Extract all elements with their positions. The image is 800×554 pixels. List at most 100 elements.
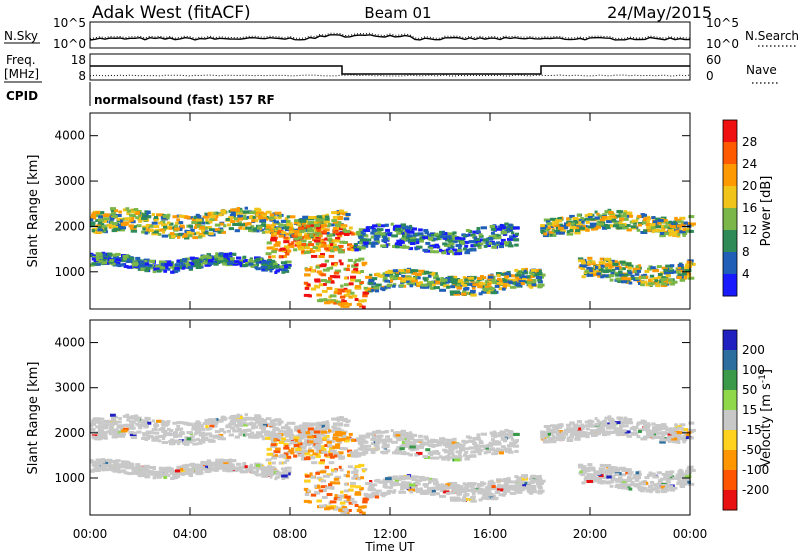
power-echo-cell [450,285,455,289]
power-echo-cell [612,262,619,266]
power-echo-cell [230,220,236,223]
velocity-echo-cell [354,469,359,473]
power-echo-cell [375,272,381,276]
power-echo-cell [278,234,285,238]
velocity-echo-cell [159,435,165,438]
velocity-echo-cell [434,456,440,460]
power-echo-cell [445,280,450,284]
power-echo-cell [643,221,650,225]
velocity-echo-cell [271,466,276,470]
velocity-echo-cell [275,447,281,451]
velocity-echo-cell [214,464,221,468]
velocity-echo-cell [376,434,384,438]
velocity-echo-cell [284,445,289,448]
power-echo-cell [440,235,447,239]
velocity-echo-cell [326,493,333,496]
velocity-echo-cell [178,427,184,431]
power-echo-cell [579,226,585,230]
velocity-echo-cell [360,476,364,480]
velocity-echo-cell [256,435,260,439]
power-echo-cell [278,227,282,231]
velocity-echo-cell [594,417,598,421]
velocity-echo-cell [527,485,533,489]
power-echo-cell [492,234,497,238]
power-echo-cell [539,273,546,277]
power-echo-cell [428,271,433,275]
velocity-echo-cell [102,467,108,471]
power-echo-cell [237,221,242,225]
velocity-echo-cell [202,461,210,465]
power-echo-cell [654,279,659,283]
power-echo-cell [265,260,272,264]
power-echo-cell [426,233,433,237]
power-echo-cell [318,255,325,258]
power-echo-cell [280,261,288,265]
power-echo-cell [429,244,437,248]
power-echo-cell [517,282,521,286]
velocity-echo-cell [483,444,489,448]
power-echo-cell [409,284,414,288]
power-echo-cell [485,291,490,294]
velocity-echo-cell [123,463,127,467]
power-echo-cell [614,271,621,275]
power-echo-cell [586,266,592,270]
velocity-echo-cell [498,448,505,452]
power-echo-cell [348,291,355,295]
power-echo-cell [618,221,623,225]
velocity-echo-cell [131,416,137,420]
velocity-echo-cell [338,456,345,460]
velocity-echo-cell [161,441,168,444]
power-echo-cell [653,220,660,224]
velocity-echo-cell [566,427,573,431]
velocity-echo-cell [261,473,265,477]
power-echo-cell [374,232,381,236]
power-echo-cell [660,279,665,283]
velocity-echo-cell [623,424,629,428]
power-echo-cell [321,289,328,293]
power-echo-cell [431,233,437,237]
velocity-echo-cell [405,442,412,446]
power-echo-cell [266,246,273,250]
velocity-echo-cell [193,463,199,467]
power-echo-cell [344,289,351,293]
power-echo-cell [647,267,652,271]
power-echo-cell [101,225,108,228]
power-echo-cell [178,228,183,232]
velocity-echo-cell [507,486,513,490]
power-echo-cell [370,235,374,239]
velocity-echo-cell [504,489,511,493]
velocity-echo-cell [537,489,545,493]
velocity-echo-cell [496,488,504,492]
power-echo-cell [582,225,586,228]
power-echo-cell [220,210,226,214]
velocity-echo-cell [236,424,244,427]
power-echo-cell [171,235,176,239]
velocity-echo-cell [284,423,289,427]
velocity-echo-cell [450,482,458,486]
velocity-echo-cell [322,434,327,438]
power-echo-cell [322,228,327,232]
velocity-echo-cell [489,431,496,435]
power-echo-cell [316,243,321,247]
power-echo-cell [151,213,155,216]
power-echo-cell [118,224,123,228]
power-echo-cell [178,221,184,225]
power-echo-cell [530,268,537,272]
power-echo-cell [434,243,439,247]
velocity-echo-cell [278,429,284,433]
power-echo-cell [487,277,493,281]
velocity-echo-cell [425,448,431,452]
velocity-echo-cell [362,440,369,444]
power-echo-cell [323,298,328,302]
power-echo-cell [656,265,662,269]
power-echo-cell [417,276,421,280]
velocity-echo-cell [320,479,327,483]
power-echo-cell [591,273,598,277]
velocity-echo-cell [484,492,492,496]
power-echo-cell [630,274,635,278]
power-echo-cell [643,218,647,222]
power-echo-cell [151,221,158,225]
power-echo-cell [355,285,361,288]
power-echo-cell [400,279,407,283]
power-echo-cell [614,260,618,264]
